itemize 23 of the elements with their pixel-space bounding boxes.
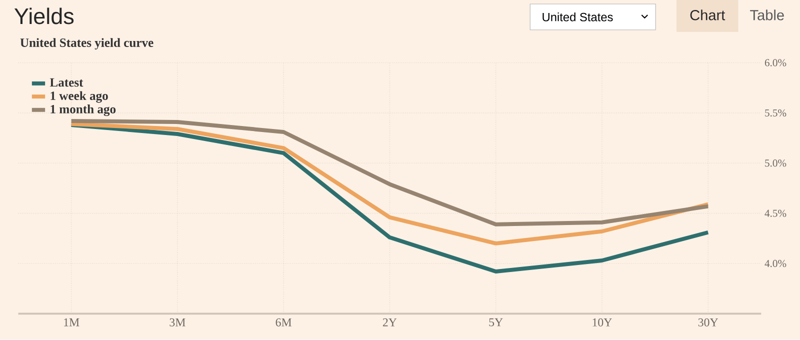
text: Table [750, 10, 784, 20]
chart-subtitle: United States yield curve [20, 38, 154, 50]
x-tick-label: 1M [64, 318, 80, 326]
y-tick-label: 5.5% [765, 110, 786, 117]
line-series [69, 122, 710, 246]
line-series [69, 119, 710, 227]
y-tick-label: 6.0% [764, 59, 786, 67]
chart-title: Yields [14, 8, 74, 24]
x-tick-label: 2Y [382, 318, 397, 326]
legend-label: 1 week ago [50, 91, 108, 103]
y-tick-label: 4.0% [764, 260, 786, 268]
x-tick-label: 10Y [592, 318, 612, 327]
legend-label: 1 month ago [50, 104, 116, 116]
line-series [69, 123, 710, 274]
y-tick-label: 5.0% [765, 160, 786, 167]
x-tick-label: 3M [170, 318, 186, 327]
text: United States [542, 12, 613, 22]
text: Chart [690, 10, 726, 20]
x-tick-label: 5Y [489, 318, 503, 326]
x-tick-label: 30Y [698, 318, 718, 327]
y-tick-label: 4.5% [764, 210, 786, 218]
legend-label: Latest [50, 78, 84, 87]
x-tick-label: 6M [276, 318, 292, 327]
